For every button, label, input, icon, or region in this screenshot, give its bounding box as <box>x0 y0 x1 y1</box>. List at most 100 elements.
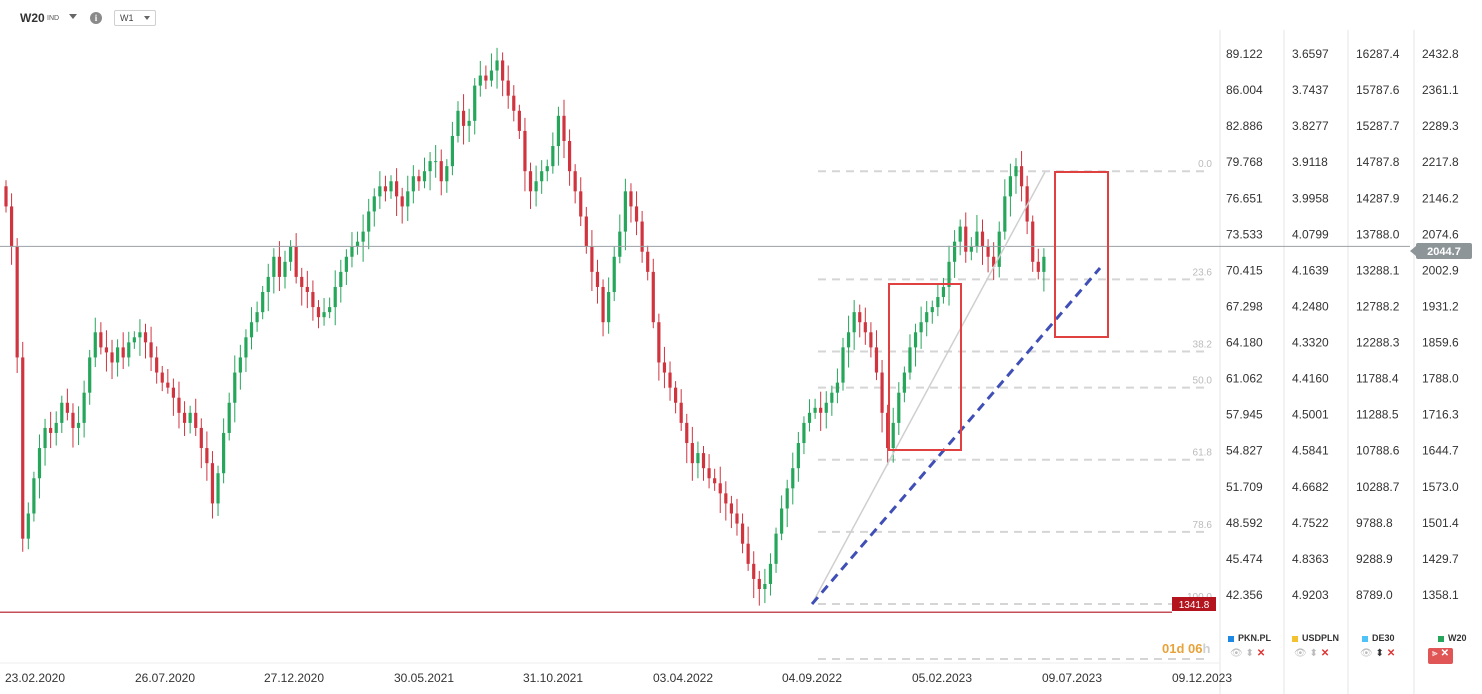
highlight-box[interactable] <box>1054 171 1109 338</box>
candle-body <box>528 171 533 192</box>
drawing-tools[interactable] <box>0 171 1410 613</box>
scale-tick-label: 15287.7 <box>1356 119 1400 133</box>
candle-body <box>858 312 862 323</box>
candle-body <box>551 146 555 167</box>
legend-pkn[interactable]: PKN.PL <box>1228 633 1271 643</box>
legend-controls-usdpln[interactable]: 👁 ⬍ ✕ <box>1294 648 1329 664</box>
candle-body <box>992 256 996 267</box>
scale-tick-label: 2074.6 <box>1422 227 1459 241</box>
candle-body <box>227 402 231 433</box>
close-icon[interactable]: ✕ <box>1440 648 1450 659</box>
scale-tick-label: 42.356 <box>1226 588 1263 602</box>
sort-icon[interactable]: ⬍ <box>1309 648 1318 659</box>
candle-body <box>919 322 923 333</box>
legend-de30[interactable]: DE30 <box>1362 633 1395 643</box>
sort-icon[interactable]: ⬍ <box>1375 648 1384 659</box>
scale-tick-label: 67.298 <box>1226 299 1263 313</box>
candle-body <box>171 387 175 398</box>
legend-controls-w20[interactable]: ⫸ ✕ <box>1428 648 1454 664</box>
candle-body <box>60 402 64 423</box>
highlight-box[interactable] <box>888 283 962 451</box>
candle-body <box>595 271 600 287</box>
candle-body <box>573 171 577 192</box>
close-icon[interactable]: ✕ <box>1386 648 1396 659</box>
candle-body <box>277 256 282 277</box>
current-price-badge-arrow <box>1410 246 1416 256</box>
scale-tick-label: 64.180 <box>1226 336 1263 350</box>
candle-body <box>1014 166 1018 177</box>
candle-body <box>774 533 778 564</box>
scale-tick-label: 4.2480 <box>1292 299 1329 313</box>
fib-level-label: 61.8 <box>1193 448 1213 459</box>
candle-body <box>913 332 918 348</box>
scale-tick-label: 1358.1 <box>1422 588 1459 602</box>
fib-trend-line[interactable] <box>811 171 1046 605</box>
candle-body <box>640 221 644 252</box>
candle-body <box>450 135 454 167</box>
close-icon[interactable]: ✕ <box>1320 648 1330 659</box>
scale-tick-label: 10288.7 <box>1356 480 1400 494</box>
scale-tick-label: 70.415 <box>1226 263 1263 277</box>
candle-body <box>49 427 53 433</box>
eye-icon[interactable]: 👁 <box>1360 648 1373 659</box>
candle-body <box>495 60 499 71</box>
price-scales: 89.122 86.004 82.886 79.768 76.651 73.533 70.4… <box>1226 47 1459 602</box>
candle-body <box>116 347 120 363</box>
candle-body <box>21 357 25 539</box>
fibonacci-retracement[interactable]: 0.023.638.250.061.878.6100.0 <box>818 159 1213 660</box>
candle-body <box>579 191 583 217</box>
scale-tick-label: 2289.3 <box>1422 119 1459 133</box>
eye-icon[interactable]: 👁 <box>1294 648 1307 659</box>
candle-body <box>205 448 209 464</box>
candle-body <box>768 563 773 584</box>
candle-body <box>657 322 661 363</box>
scale-tick-label: 9788.8 <box>1356 516 1393 530</box>
scale-tick-label: 3.6597 <box>1292 47 1329 61</box>
trend-line[interactable] <box>810 267 1102 605</box>
scale-tick-label: 14287.9 <box>1356 191 1400 205</box>
support-price-badge <box>1172 597 1216 611</box>
candle-body <box>350 246 354 257</box>
candle-body <box>763 583 767 590</box>
timeframe-select[interactable]: W1 <box>114 10 156 26</box>
scale-tick-label: 4.3320 <box>1292 336 1329 350</box>
usdpln-color-swatch <box>1292 635 1298 642</box>
chart-header: W20 IND i W1 <box>0 0 1220 36</box>
candle-body <box>372 196 376 212</box>
scale-tick-label: 82.886 <box>1226 119 1263 133</box>
legend-controls-de30[interactable]: 👁 ⬍ ✕ <box>1360 648 1395 664</box>
candle-body <box>724 493 728 504</box>
x-tick-label: 26.07.2020 <box>135 671 195 685</box>
scale-tick-label: 3.9958 <box>1292 191 1329 205</box>
scale-tick-label: 11288.5 <box>1356 408 1399 422</box>
candle-body <box>902 372 906 393</box>
candle-body <box>71 412 75 428</box>
candle-body <box>964 226 968 252</box>
candle-body <box>623 191 627 232</box>
legend-label: DE30 <box>1372 633 1395 643</box>
symbol-name[interactable]: W20 <box>20 11 45 25</box>
legend-w20[interactable]: W20 <box>1438 633 1467 643</box>
settings-icon[interactable]: ⫸ <box>1432 648 1438 659</box>
eye-icon[interactable]: 👁 <box>1230 648 1243 659</box>
countdown-unit: h <box>1202 641 1211 656</box>
info-icon[interactable]: i <box>90 12 102 24</box>
legend-controls-pkn[interactable]: 👁 ⬍ ✕ <box>1230 648 1265 664</box>
sort-icon[interactable]: ⬍ <box>1245 648 1254 659</box>
scale-tick-label: 4.7522 <box>1292 516 1329 530</box>
legend-usdpln[interactable]: USDPLN <box>1292 633 1339 643</box>
candle-body <box>947 261 951 287</box>
candle-body <box>584 216 588 247</box>
scale-tick-label: 4.4160 <box>1292 372 1329 386</box>
close-icon[interactable]: ✕ <box>1256 648 1266 659</box>
candle-body <box>830 392 834 403</box>
candle-body <box>82 392 86 423</box>
symbol-dropdown-icon[interactable] <box>69 14 77 19</box>
candle-body <box>143 332 148 343</box>
candle-body <box>266 276 270 293</box>
scale-tick-label: 12288.3 <box>1356 336 1400 350</box>
candle-body <box>690 443 694 464</box>
candle-body <box>26 513 30 539</box>
candle-body <box>222 432 226 474</box>
